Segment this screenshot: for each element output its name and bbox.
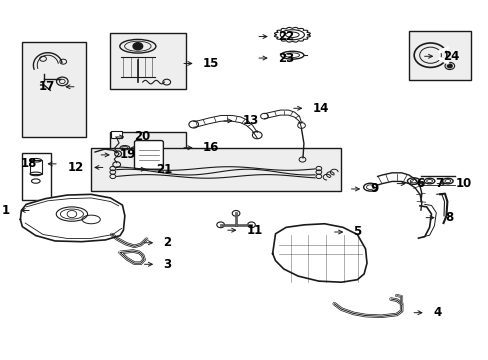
- Bar: [22, 153, 51, 200]
- Text: 16: 16: [203, 141, 219, 154]
- FancyBboxPatch shape: [134, 140, 163, 169]
- Text: 17: 17: [39, 80, 55, 93]
- Text: 20: 20: [134, 130, 150, 144]
- Bar: [110, 33, 186, 89]
- Text: 18: 18: [21, 157, 37, 170]
- Bar: [22, 42, 86, 137]
- Text: 4: 4: [432, 306, 440, 319]
- Text: 15: 15: [203, 57, 219, 70]
- Bar: [408, 31, 470, 80]
- Text: 24: 24: [443, 50, 459, 63]
- Text: 10: 10: [455, 177, 471, 190]
- Text: 22: 22: [277, 30, 294, 43]
- Text: 14: 14: [312, 102, 328, 115]
- Bar: [111, 131, 122, 138]
- Text: 19: 19: [120, 148, 136, 161]
- Text: 5: 5: [353, 225, 361, 238]
- Text: 2: 2: [163, 236, 171, 249]
- Polygon shape: [20, 194, 124, 242]
- Text: 11: 11: [246, 224, 263, 237]
- Text: 13: 13: [243, 114, 259, 127]
- Text: 21: 21: [156, 163, 172, 176]
- Text: 9: 9: [369, 183, 378, 195]
- Text: 23: 23: [277, 51, 294, 64]
- Bar: [30, 160, 41, 174]
- Bar: [91, 148, 341, 191]
- Bar: [110, 132, 186, 166]
- Text: 12: 12: [67, 161, 84, 174]
- Circle shape: [133, 42, 142, 50]
- Text: 8: 8: [444, 211, 452, 224]
- Circle shape: [447, 64, 451, 68]
- Polygon shape: [272, 224, 366, 282]
- Text: 3: 3: [163, 258, 171, 271]
- Text: 7: 7: [434, 177, 443, 190]
- Text: 6: 6: [415, 177, 424, 190]
- Text: 1: 1: [1, 204, 9, 217]
